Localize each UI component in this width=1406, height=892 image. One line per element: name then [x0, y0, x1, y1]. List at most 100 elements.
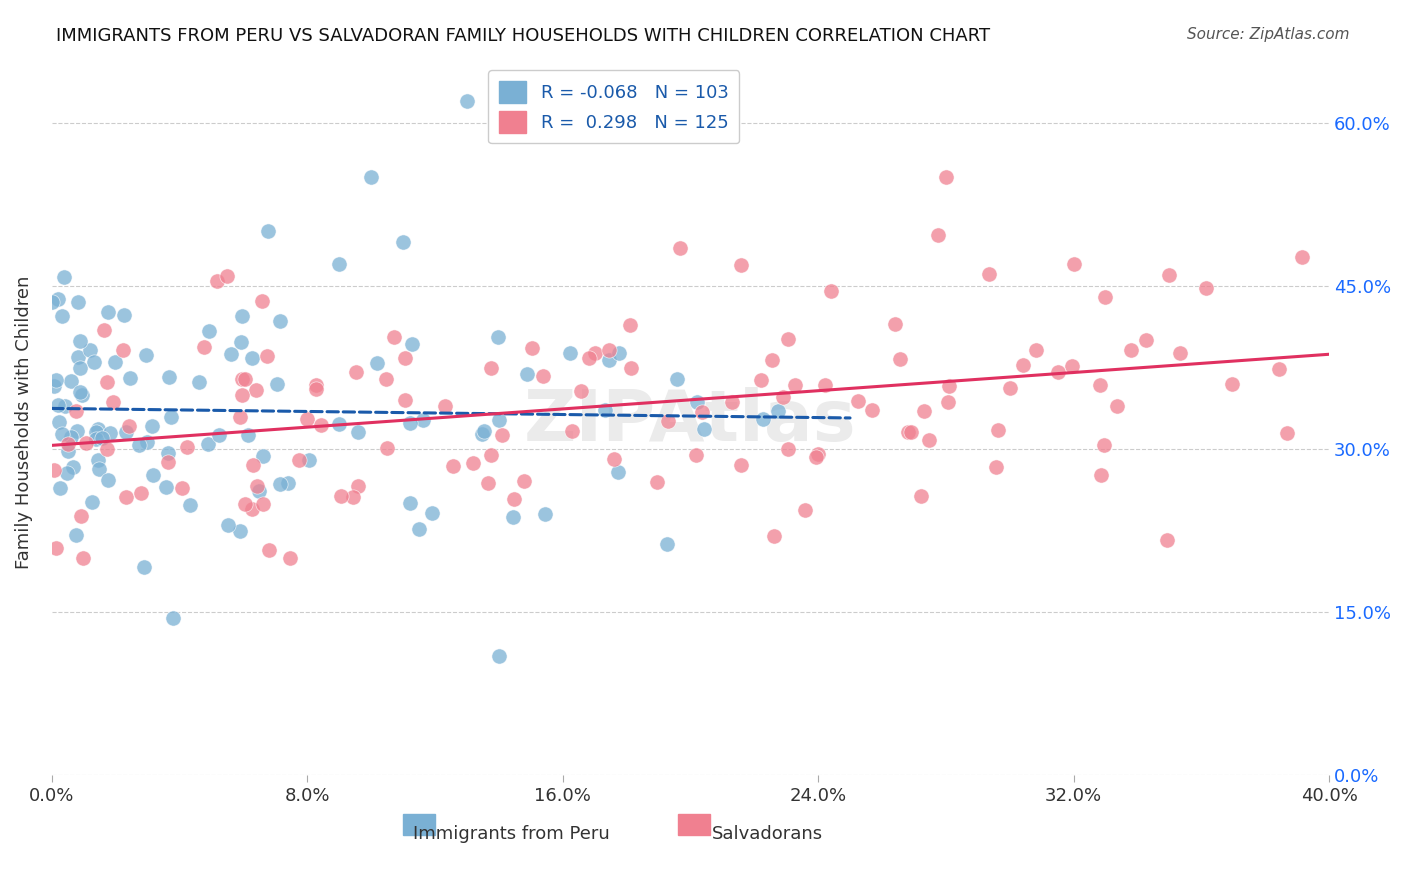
Point: [1105, 399, 1128, 413]
Point: [56, 437, 79, 451]
Point: [56, 466, 79, 480]
Point: [46, 292, 69, 306]
Point: [1025, 343, 1047, 357]
Point: [766, 404, 789, 418]
Point: [1135, 334, 1157, 348]
Point: [66, 295, 89, 310]
Point: [118, 370, 141, 384]
Point: [927, 227, 949, 242]
Text: IMMIGRANTS FROM PERU VS SALVADORAN FAMILY HOUSEHOLDS WITH CHILDREN CORRELATION C: IMMIGRANTS FROM PERU VS SALVADORAN FAMIL…: [56, 27, 990, 45]
Point: [1267, 362, 1289, 376]
Point: [278, 550, 301, 565]
Point: [70, 388, 93, 402]
Point: [233, 372, 256, 386]
Point: [598, 343, 620, 358]
Point: [918, 434, 941, 448]
Point: [382, 330, 405, 344]
Point: [93, 323, 115, 337]
Point: [412, 413, 434, 427]
Point: [534, 507, 557, 521]
Point: [488, 648, 510, 663]
Point: [394, 392, 416, 407]
Text: ZIPAtlas: ZIPAtlas: [524, 387, 856, 457]
Point: [69, 334, 91, 349]
Point: [162, 611, 184, 625]
Point: [328, 257, 350, 271]
Point: [520, 341, 543, 355]
Point: [479, 448, 502, 462]
Point: [235, 497, 257, 511]
Point: [134, 348, 156, 362]
Legend: R = -0.068   N = 103, R =  0.298   N = 125: R = -0.068 N = 103, R = 0.298 N = 125: [488, 70, 740, 144]
Point: [900, 425, 922, 439]
Point: [66, 350, 89, 364]
Point: [256, 224, 278, 238]
Point: [366, 356, 388, 370]
Point: [142, 468, 165, 483]
Point: [749, 373, 772, 387]
Point: [814, 377, 837, 392]
Point: [655, 537, 678, 551]
Point: [59, 374, 82, 388]
Point: [860, 402, 883, 417]
Point: [1170, 346, 1192, 360]
Point: [91, 431, 114, 445]
Point: [157, 370, 180, 384]
Point: [101, 395, 124, 409]
Point: [83, 355, 105, 369]
Point: [65, 528, 87, 542]
Point: [231, 309, 253, 323]
Point: [420, 507, 443, 521]
Point: [603, 452, 626, 467]
Point: [257, 542, 280, 557]
Point: [115, 425, 138, 439]
Point: [96, 442, 118, 456]
Point: [198, 324, 221, 338]
Point: [693, 422, 716, 436]
Point: [298, 453, 321, 467]
Point: [1157, 268, 1180, 283]
Point: [72, 550, 94, 565]
Point: [1119, 343, 1142, 357]
Point: [399, 496, 422, 510]
Point: [1063, 257, 1085, 271]
Point: [998, 381, 1021, 395]
Point: [606, 465, 628, 479]
Point: [256, 349, 278, 363]
Point: [96, 376, 118, 390]
Point: [229, 335, 252, 350]
Point: [60, 430, 83, 444]
Point: [776, 442, 799, 457]
Point: [1060, 359, 1083, 374]
Point: [910, 489, 932, 503]
Point: [84, 425, 107, 439]
Point: [247, 483, 270, 498]
Point: [288, 452, 311, 467]
Point: [305, 377, 328, 392]
Point: [245, 383, 267, 397]
Point: [250, 293, 273, 308]
Point: [217, 268, 239, 283]
Point: [347, 425, 370, 440]
Point: [118, 418, 141, 433]
Point: [1088, 377, 1111, 392]
Point: [128, 438, 150, 452]
Point: [516, 368, 538, 382]
Point: [399, 416, 422, 430]
Point: [488, 413, 510, 427]
Point: [69, 384, 91, 399]
Point: [84, 433, 107, 447]
Point: [240, 502, 263, 516]
Point: [434, 400, 457, 414]
Point: [846, 393, 869, 408]
Point: [778, 332, 800, 346]
Point: [129, 486, 152, 500]
Point: [269, 313, 291, 327]
Point: [783, 378, 806, 392]
Point: [761, 353, 783, 368]
Point: [666, 372, 689, 386]
Point: [252, 450, 274, 464]
Point: [188, 375, 211, 389]
Point: [1094, 290, 1116, 304]
Point: [607, 346, 630, 360]
